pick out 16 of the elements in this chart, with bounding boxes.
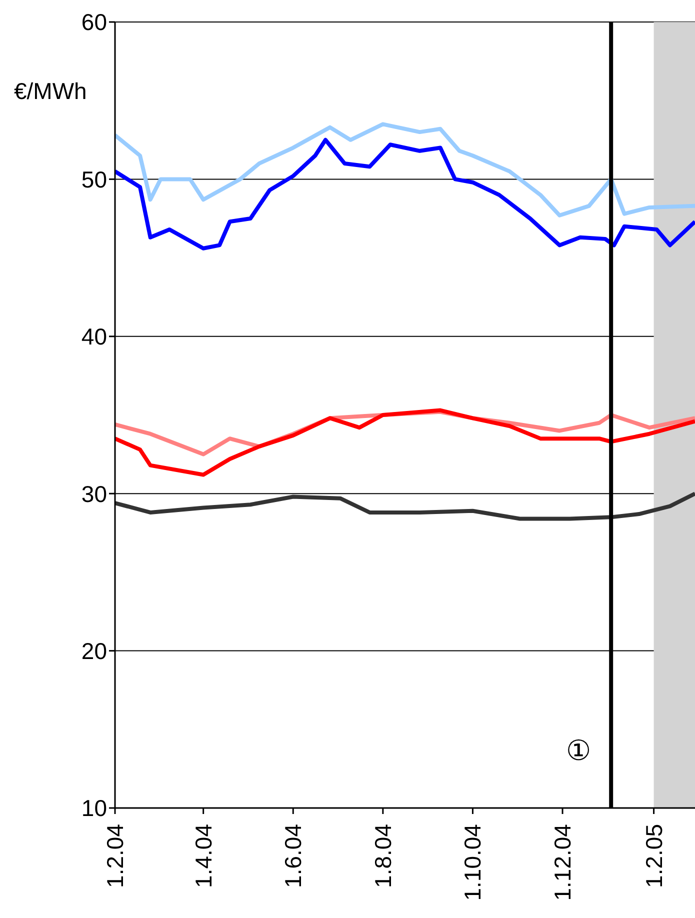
y-tick-label: 60 bbox=[81, 9, 107, 36]
y-tick-label: 20 bbox=[81, 638, 107, 664]
x-tick-label: 1.12.04 bbox=[550, 824, 576, 901]
x-tick-label: 1.2.05 bbox=[640, 824, 667, 888]
y-tick-label: 10 bbox=[81, 795, 107, 822]
y-axis-title: €/MWh bbox=[14, 78, 87, 105]
y-tick-label: 30 bbox=[81, 480, 107, 507]
x-tick-label: 1.2.04 bbox=[102, 824, 128, 888]
annotation: ① bbox=[566, 734, 591, 767]
x-tick-label: 1.10.04 bbox=[460, 824, 486, 901]
line-series bbox=[115, 408, 695, 477]
y-tick-label: 50 bbox=[81, 166, 107, 192]
y-tick-label: 40 bbox=[81, 324, 107, 350]
x-tick-label: 1.8.04 bbox=[370, 824, 396, 888]
x-tick-label: 1.4.04 bbox=[190, 824, 216, 888]
x-tick-label: 1.6.04 bbox=[280, 824, 306, 888]
